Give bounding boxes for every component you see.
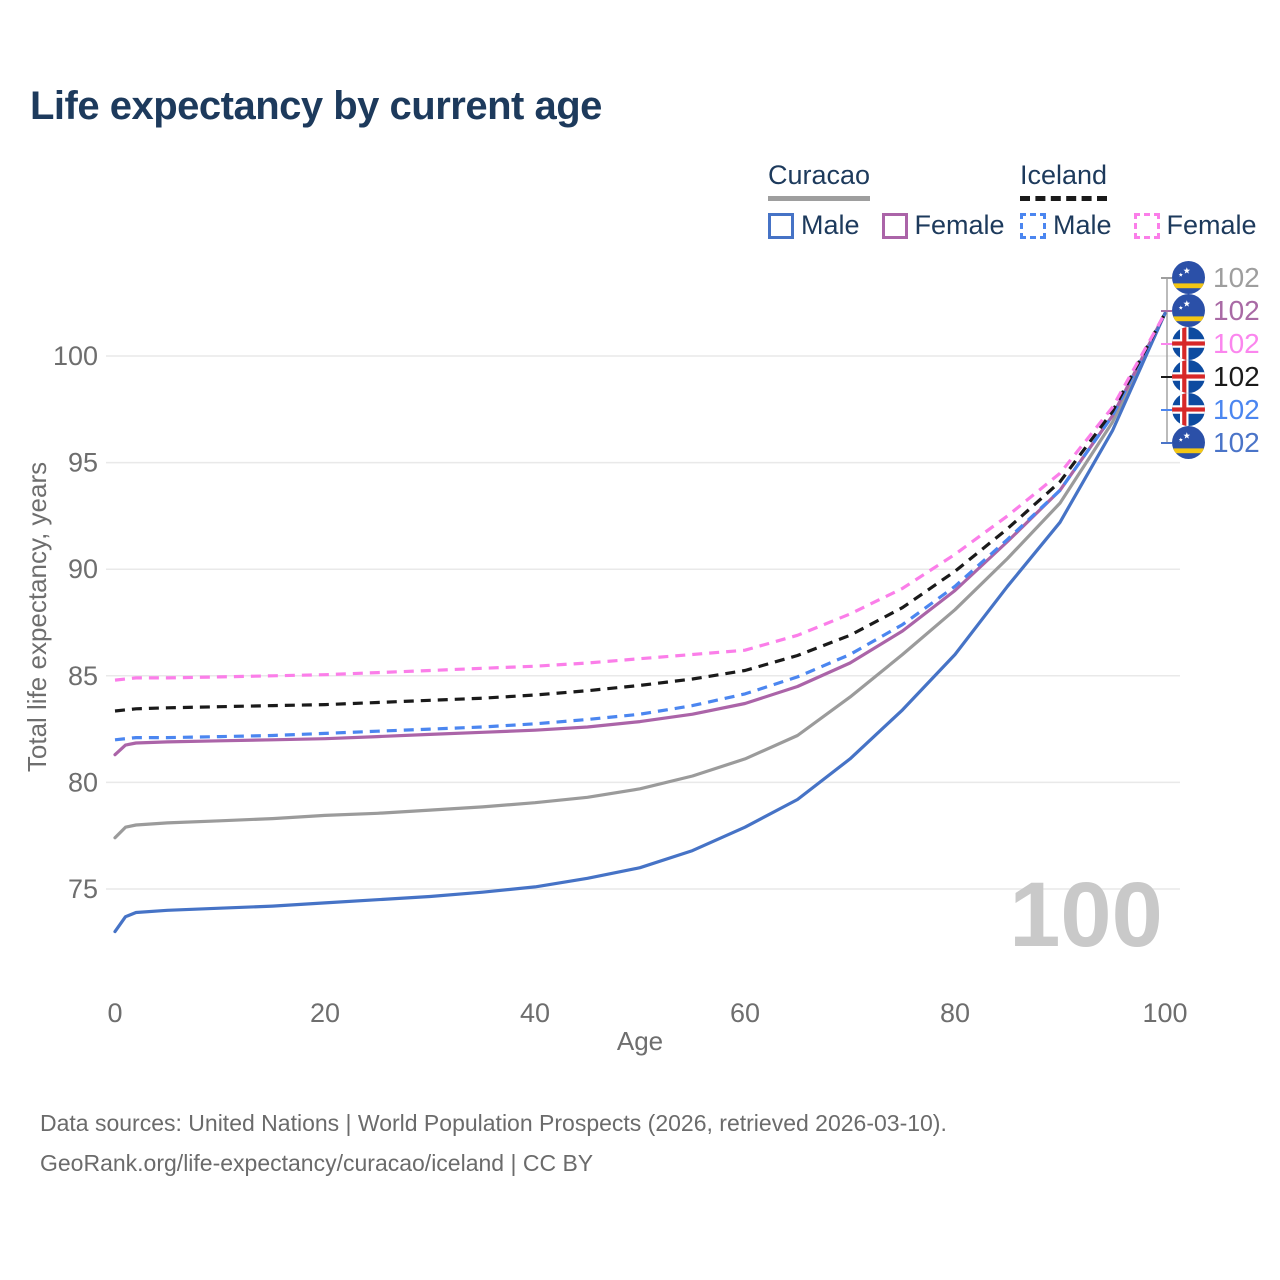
y-tick-label-75: 75 — [68, 874, 98, 904]
legend-label: Female — [1166, 210, 1257, 240]
data-sources-line: Data sources: United Nations | World Pop… — [40, 1110, 947, 1136]
series-line-curacao-both-sexes — [113, 311, 1167, 840]
x-axis-title: Age — [617, 1026, 663, 1056]
legend-label: Male — [801, 210, 860, 240]
x-tick-label-80: 80 — [940, 998, 970, 1028]
series-line-iceland-both-sexes — [114, 312, 1167, 713]
legend-item-iceland-male[interactable]: Male — [1020, 210, 1112, 241]
curacao-flag-icon — [1172, 426, 1205, 459]
legend-row-curacao: Male Female — [768, 210, 1005, 241]
legend-label: Male — [1053, 210, 1112, 240]
x-tick-label-40: 40 — [520, 998, 550, 1028]
legend-row-iceland: Male Female — [1020, 210, 1257, 241]
y-tick-label-80: 80 — [68, 767, 98, 797]
legend-item-iceland-female[interactable]: Female — [1133, 210, 1257, 241]
series-line-curacao-female — [113, 311, 1167, 757]
iceland-female-swatch-icon — [1133, 212, 1160, 239]
footer: Data sources: United Nations | World Pop… — [40, 1103, 947, 1183]
endpoint-label-iceland-female: 102 — [1172, 327, 1260, 360]
x-tick-label-0: 0 — [107, 998, 122, 1028]
curacao-female-swatch-icon — [881, 212, 908, 239]
endpoint-value: 102 — [1213, 294, 1260, 326]
series-line-curacao-male — [113, 311, 1167, 934]
endpoint-label-iceland-total: 102 — [1172, 360, 1260, 393]
x-tick-label-60: 60 — [730, 998, 760, 1028]
curacao-flag-icon — [1172, 294, 1205, 327]
y-tick-label-95: 95 — [68, 448, 98, 478]
endpoint-value: 102 — [1213, 426, 1260, 458]
endpoint-label-iceland-male: 102 — [1172, 393, 1260, 426]
age-watermark: 100 — [1009, 864, 1163, 966]
legend-group-curacao: Curacao Male Female — [768, 160, 1005, 241]
endpoint-label-curacao-female: 102 — [1172, 294, 1260, 327]
endpoint-value: 102 — [1213, 393, 1260, 425]
y-tick-label-85: 85 — [68, 661, 98, 691]
page-title: Life expectancy by current age — [30, 84, 602, 128]
iceland-flag-icon — [1172, 327, 1205, 360]
x-tick-label-20: 20 — [310, 998, 340, 1028]
endpoint-label-curacao-male: 102 — [1172, 426, 1260, 459]
legend-country-curacao[interactable]: Curacao — [768, 160, 871, 201]
curacao-flag-icon — [1172, 261, 1205, 294]
endpoint-value: 102 — [1213, 360, 1260, 392]
legend-label: Female — [914, 210, 1005, 240]
iceland-male-swatch-icon — [1020, 212, 1046, 239]
legend-item-curacao-female[interactable]: Female — [881, 210, 1005, 241]
x-tick-label-100: 100 — [1142, 998, 1187, 1028]
series-line-iceland-male — [114, 312, 1167, 742]
y-tick-label-100: 100 — [53, 341, 98, 371]
iceland-flag-icon — [1172, 393, 1205, 426]
series-line-iceland-female — [114, 312, 1167, 682]
curacao-male-swatch-icon — [768, 212, 794, 239]
legend-group-iceland: Iceland Male Female — [1020, 160, 1257, 241]
endpoint-value: 102 — [1213, 261, 1260, 293]
legend-item-curacao-male[interactable]: Male — [768, 210, 860, 241]
iceland-flag-icon — [1172, 360, 1205, 393]
y-tick-label-90: 90 — [68, 554, 98, 584]
legend-country-iceland[interactable]: Iceland — [1020, 160, 1108, 201]
endpoint-value: 102 — [1213, 327, 1260, 359]
endpoint-label-curacao-total: 102 — [1172, 261, 1260, 294]
attribution-line: GeoRank.org/life-expectancy/curacao/icel… — [40, 1150, 594, 1176]
y-axis-title: Total life expectancy, years — [22, 462, 52, 772]
